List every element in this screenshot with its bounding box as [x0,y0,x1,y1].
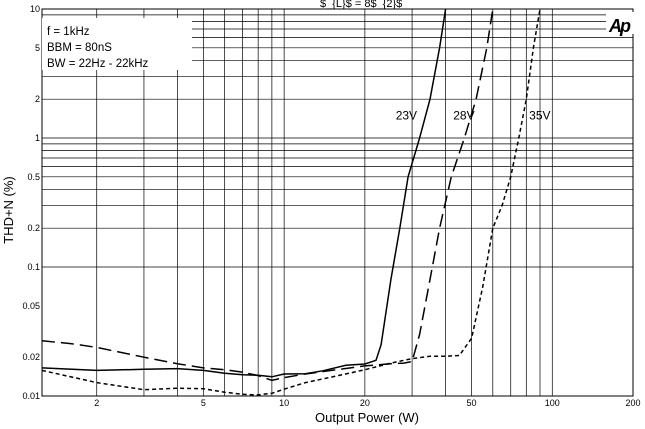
x-tick-label: 20 [360,398,370,408]
y-tick-label: 0.01 [22,391,40,401]
x-tick-label: 2 [94,398,99,408]
y-tick-label: 0.05 [22,301,40,311]
y-tick-label: 0.5 [27,172,40,182]
ap-logo-bg [606,12,636,34]
annotation-frequency: f = 1kHz [47,26,90,38]
ap-logo: Ap [608,16,631,36]
x-tick-label: 200 [625,398,640,408]
series-line-23V [41,8,447,378]
y-tick-label: 2 [35,94,40,104]
annotation-box [42,18,192,70]
y-tick-label: 5 [35,43,40,53]
annotation-bandwidth: BW = 22Hz - 22kHz [47,58,149,70]
y-tick-labels: 0.01 0.02 0.05 0.1 0.2 0.5 1 2 5 10 [22,4,40,401]
y-tick-label: 0.2 [27,223,40,233]
top-load-label: $_{L}$ = 8$_{2}$ [320,0,402,10]
x-tick-label: 5 [201,398,206,408]
x-tick-label: 100 [545,398,560,408]
x-axis-title: Output Power (W) [315,410,419,425]
y-tick-label: 0.1 [27,262,40,272]
series-lines [41,8,541,396]
x-tick-label: 10 [279,398,289,408]
series-label: 35V [529,108,550,122]
y-axis-title: THD+N (%) [1,176,16,244]
y-tick-label: 1 [35,133,40,143]
series-line-28V [41,8,494,382]
y-tick-label: 10 [30,4,40,14]
series-label: 28V [453,108,474,122]
plot-frame [41,8,634,397]
x-tick-labels: 2 5 10 20 50 100 200 [94,398,640,408]
y-tick-label: 0.02 [22,352,40,362]
series-line-35V [41,8,541,396]
series-labels: 23V 28V 35V [396,108,551,122]
annotation-bbm: BBM = 80nS [47,42,112,54]
series-label: 23V [396,108,417,122]
x-tick-label: 50 [467,398,477,408]
